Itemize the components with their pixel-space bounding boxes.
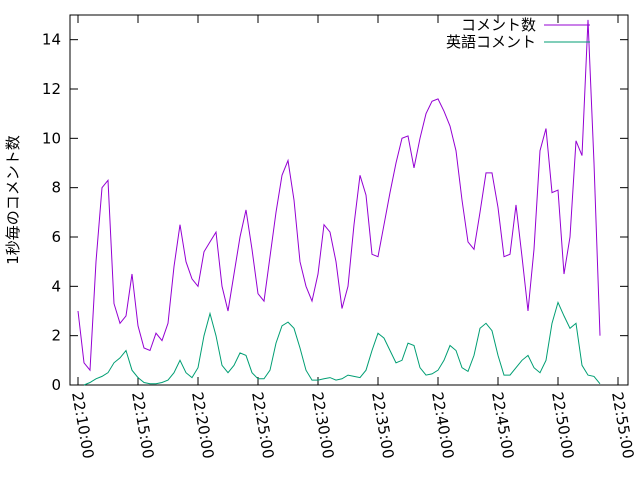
y-axis-label: 1秒毎のコメント数 — [4, 135, 22, 265]
x-tick-label: 22:15:00 — [128, 391, 157, 460]
x-tick-label: 22:25:00 — [248, 391, 277, 460]
y-tick-label: 8 — [51, 179, 61, 197]
x-tick-label: 22:55:00 — [608, 391, 637, 460]
y-tick-label: 4 — [51, 277, 61, 295]
series-line — [77, 19, 601, 372]
x-tick-label: 22:45:00 — [488, 391, 517, 460]
x-tick-label: 22:20:00 — [188, 391, 217, 460]
series-line — [83, 300, 601, 386]
x-tick-label: 22:40:00 — [428, 391, 457, 460]
legend-label: コメント数 — [461, 16, 536, 34]
y-tick-label: 10 — [42, 129, 61, 147]
x-tick-label: 22:10:00 — [68, 391, 97, 460]
y-tick-label: 2 — [51, 327, 61, 345]
y-tick-label: 12 — [42, 80, 61, 98]
y-tick-label: 6 — [51, 228, 61, 246]
plot-frame — [69, 14, 629, 386]
legend-label: 英語コメント — [446, 33, 536, 51]
x-tick-label: 22:50:00 — [548, 391, 577, 460]
y-tick-label: 14 — [42, 31, 61, 49]
y-tick-label: 0 — [51, 376, 61, 394]
x-tick-label: 22:30:00 — [308, 391, 337, 460]
x-tick-label: 22:35:00 — [368, 391, 397, 460]
